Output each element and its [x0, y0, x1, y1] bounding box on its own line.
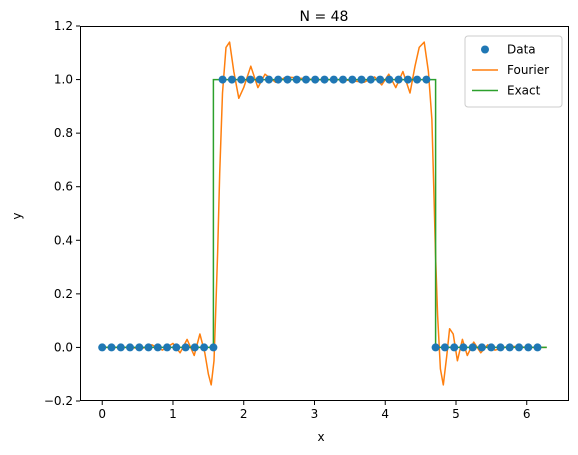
data-point — [348, 75, 357, 84]
plot-area — [98, 41, 547, 386]
y-tick-label: 0.2 — [54, 287, 73, 301]
data-point — [477, 343, 486, 352]
data-point — [255, 75, 264, 84]
data-point — [422, 75, 431, 84]
data-point — [320, 75, 329, 84]
x-tick-label: 5 — [452, 407, 460, 421]
data-point — [450, 343, 459, 352]
y-axis-label: y — [10, 212, 24, 219]
y-tick-label: 1.0 — [54, 73, 73, 87]
y-tick-label: 0.0 — [54, 340, 73, 354]
data-point — [135, 343, 144, 352]
data-point — [200, 343, 209, 352]
x-axis-label: x — [317, 430, 324, 444]
y-tick-label: 0.8 — [54, 126, 73, 140]
data-point — [468, 343, 477, 352]
data-point — [153, 343, 162, 352]
plot-frame — [80, 26, 569, 401]
data-point — [209, 343, 218, 352]
chart-title: N = 48 — [300, 9, 349, 25]
y-tick-label: 0.4 — [54, 233, 73, 247]
x-tick-label: 6 — [523, 407, 531, 421]
data-point — [107, 343, 116, 352]
data-point — [413, 75, 422, 84]
data-point — [431, 343, 440, 352]
data-point — [487, 343, 496, 352]
data-point — [126, 343, 134, 352]
x-tick-label: 3 — [311, 407, 319, 421]
data-point — [246, 75, 255, 84]
data-point — [292, 75, 301, 84]
data-point — [190, 343, 199, 352]
legend-label-fourier: Fourier — [507, 63, 549, 77]
data-point — [366, 75, 375, 84]
data-point — [533, 343, 542, 352]
data-point — [172, 343, 181, 352]
data-point — [218, 75, 227, 84]
data-point — [98, 343, 107, 352]
data-point — [459, 343, 468, 352]
data-point — [264, 75, 273, 84]
x-tick-label: 4 — [381, 407, 389, 421]
data-point — [181, 343, 190, 352]
data-point — [144, 343, 153, 352]
data-point — [329, 75, 338, 84]
data-point — [116, 343, 125, 352]
legend-marker-data — [481, 45, 489, 54]
y-axis: −0.2 0.0 0.2 0.4 0.6 0.8 1.0 1.2 — [44, 19, 80, 408]
data-point — [227, 75, 236, 84]
x-axis: 0 1 2 3 4 5 6 — [98, 401, 531, 421]
x-tick-label: 2 — [240, 407, 248, 421]
data-point — [515, 343, 523, 352]
y-tick-label: −0.2 — [44, 394, 73, 408]
data-point — [524, 343, 533, 352]
legend-label-data: Data — [507, 43, 536, 57]
data-point — [311, 75, 320, 84]
data-point — [237, 75, 246, 84]
data-point — [357, 75, 366, 84]
legend-box — [464, 35, 563, 108]
data-point — [505, 343, 514, 352]
data-point — [403, 75, 412, 84]
data-point — [385, 75, 394, 84]
y-tick-label: 0.6 — [54, 180, 73, 194]
legend-label-exact: Exact — [507, 84, 541, 98]
x-tick-label: 1 — [169, 407, 177, 421]
data-point — [302, 75, 310, 84]
x-tick-label: 0 — [98, 407, 106, 421]
data-point — [283, 75, 292, 84]
data-point — [274, 75, 283, 84]
data-point — [440, 343, 449, 352]
data-point — [339, 75, 347, 84]
data-point — [163, 343, 172, 352]
data-point — [376, 75, 385, 84]
y-tick-label: 1.2 — [54, 19, 73, 33]
data-point — [496, 343, 505, 352]
legend: Data Fourier Exact — [464, 35, 563, 108]
data-point — [394, 75, 403, 84]
